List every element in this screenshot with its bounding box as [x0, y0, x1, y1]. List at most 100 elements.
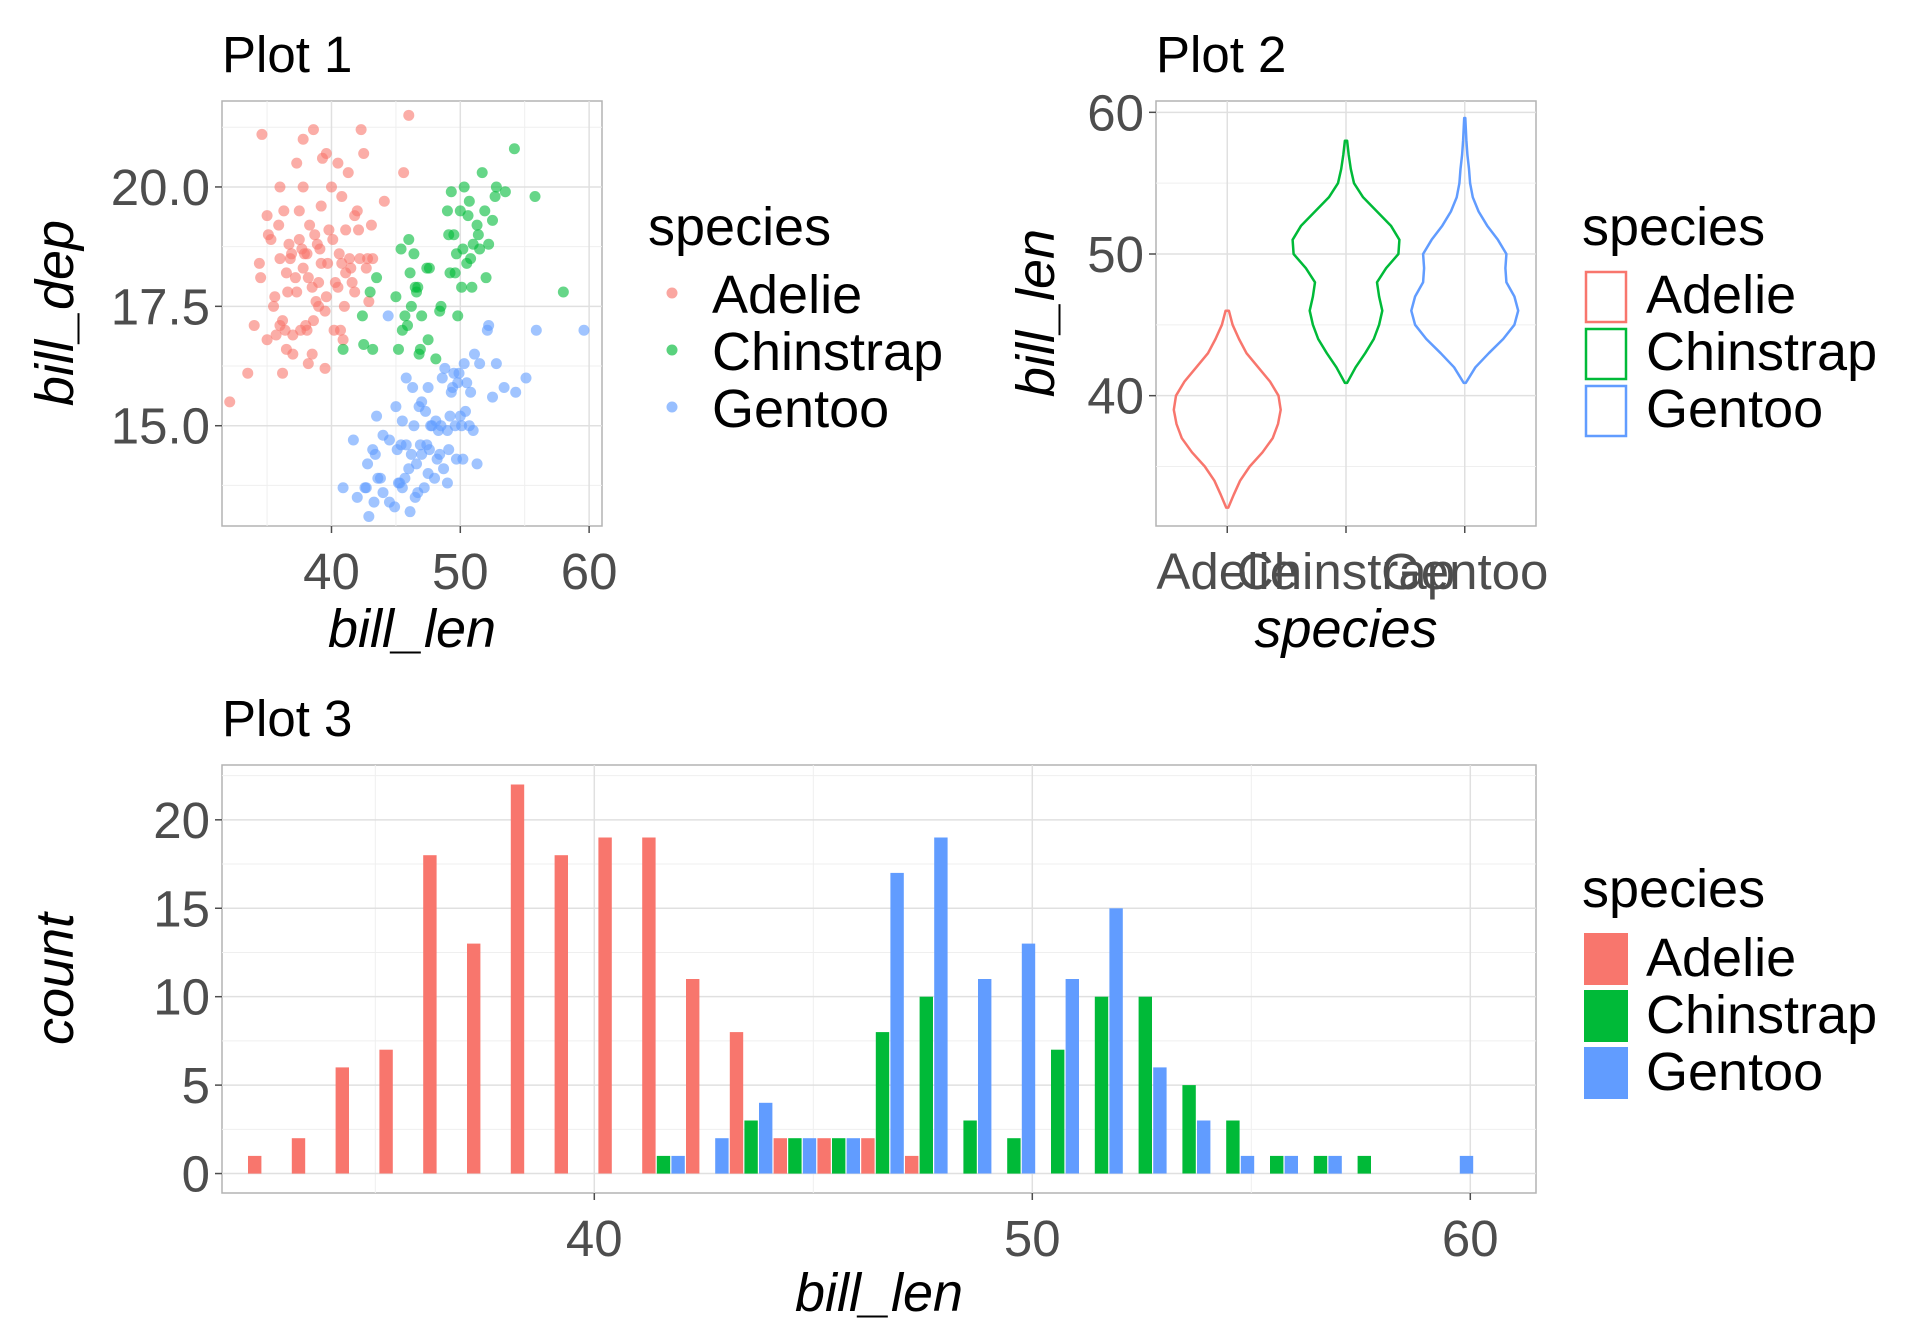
plot1-ticks: 40 50 60 15.0 17.5 20.0 — [111, 159, 618, 600]
plot1-point-adelie — [297, 133, 309, 145]
plot1-point-chinstrap — [395, 243, 407, 255]
plot1-point-chinstrap — [412, 281, 424, 293]
plot3-bar-chinstrap — [1270, 1155, 1284, 1174]
plot1-point-gentoo — [368, 496, 380, 508]
plot1-point-gentoo — [382, 310, 394, 322]
plot1-point-chinstrap — [458, 181, 470, 193]
plot1-point-chinstrap — [474, 243, 486, 255]
plot1-point-adelie — [332, 157, 344, 169]
plot2-violin-chinstrap — [1291, 139, 1401, 385]
plot1-point-adelie — [325, 181, 337, 193]
plot1-point-chinstrap — [557, 286, 569, 298]
plot3-bar-chinstrap — [1226, 1120, 1240, 1174]
plot1-point-adelie — [315, 257, 327, 269]
plot2-legend-key-adelie — [1584, 270, 1628, 324]
plot1-point-chinstrap — [457, 243, 469, 255]
plot1-point-gentoo — [487, 391, 499, 403]
plot1-point-chinstrap — [371, 272, 383, 284]
plot1-point-adelie — [365, 219, 377, 231]
plot3-bar-gentoo — [890, 872, 904, 1174]
plot3-bar-gentoo — [1109, 908, 1123, 1174]
plot1-point-chinstrap — [405, 300, 417, 312]
plot1-point-chinstrap — [364, 286, 376, 298]
plot3-bar-adelie — [335, 1067, 349, 1174]
plot1-point-adelie — [302, 272, 314, 284]
plot1-point-gentoo — [434, 448, 446, 460]
plot1-point-adelie — [261, 334, 273, 346]
plot1-point-adelie — [313, 276, 325, 288]
plot1-point-gentoo — [420, 405, 432, 417]
plot1-point-adelie — [291, 286, 303, 298]
plot3-bar-adelie — [861, 1138, 875, 1174]
plot1-point-adelie — [320, 291, 332, 303]
plot3-legend-title: species — [1582, 859, 1765, 919]
plot2-violin-gentoo — [1410, 116, 1520, 385]
plot1-legend-label-adelie: Adelie — [712, 265, 862, 325]
plot1-point-chinstrap — [465, 253, 477, 265]
plot1-point-gentoo — [362, 458, 374, 470]
plot1-point-adelie — [337, 334, 349, 346]
plot1-point-adelie — [280, 267, 292, 279]
plot1-point-adelie — [336, 191, 348, 203]
plot1-point-chinstrap — [358, 339, 370, 351]
plot3-xlabel: bill_len — [795, 1263, 963, 1323]
plot1-point-adelie — [344, 253, 356, 265]
plot3-bar-gentoo — [671, 1155, 685, 1174]
plot1-point-gentoo — [400, 372, 412, 384]
plot1-point-adelie — [338, 300, 350, 312]
plot3-bar-chinstrap — [875, 1032, 890, 1174]
plot3-legend-key-gentoo — [1584, 1047, 1628, 1099]
plot1-point-gentoo — [474, 358, 486, 370]
plot1-point-gentoo — [439, 362, 451, 374]
plot2-ytick-label: 40 — [1087, 368, 1144, 425]
plot3-legend-label-gentoo: Gentoo — [1646, 1042, 1823, 1102]
plot1-point-gentoo — [374, 472, 386, 484]
plot1-legend-title: species — [648, 197, 831, 257]
plot1-point-chinstrap — [414, 343, 426, 355]
plot1-point-gentoo — [423, 444, 435, 456]
plot3-bar-gentoo — [802, 1138, 817, 1174]
plot1-point-gentoo — [396, 415, 408, 427]
plot3-ylabel: count — [25, 911, 85, 1045]
plot1-point-gentoo — [416, 396, 428, 408]
plot1-point-chinstrap — [452, 310, 464, 322]
plot1-point-adelie — [268, 300, 280, 312]
plot1: Plot 1 40 50 60 15.0 17.5 20.0 bill_len bill_… — [25, 26, 943, 659]
plot3-bar-adelie — [554, 855, 568, 1174]
plot1-point-adelie — [255, 272, 267, 284]
plot1-point-gentoo — [465, 386, 477, 398]
plot1-point-adelie — [340, 224, 352, 236]
plot1-point-adelie — [353, 224, 365, 236]
plot1-point-chinstrap — [404, 267, 416, 279]
plot1-point-adelie — [283, 238, 295, 250]
plot1-point-chinstrap — [463, 195, 475, 207]
plot1-point-gentoo — [404, 506, 416, 518]
plot3-ticks: 40 50 60 0 5 10 15 20 — [153, 792, 1498, 1267]
plot2-legend-label-chinstrap: Chinstrap — [1646, 322, 1877, 382]
plot1-point-gentoo — [407, 382, 419, 394]
plot1-point-chinstrap — [480, 272, 492, 284]
plot1-point-adelie — [224, 396, 236, 408]
plot3-title: Plot 3 — [222, 690, 352, 747]
plot2-legend: species Adelie Chinstrap Gentoo — [1582, 197, 1877, 439]
plot1-point-adelie — [286, 248, 298, 260]
plot1-point-gentoo — [432, 424, 444, 436]
plot3-bar-gentoo — [1153, 1067, 1167, 1174]
plot3-bar-chinstrap — [656, 1155, 671, 1174]
plot2-ytick-label: 60 — [1087, 84, 1144, 141]
plot1-point-chinstrap — [434, 305, 446, 317]
plot3-bar-chinstrap — [1138, 996, 1152, 1174]
plot1-point-adelie — [309, 229, 321, 241]
plot1-point-gentoo — [444, 410, 456, 422]
plot2-ytick-label: 50 — [1087, 226, 1144, 283]
plot3-bar-chinstrap — [1094, 996, 1109, 1174]
plot3-bar-chinstrap — [832, 1138, 846, 1174]
plot1-legend: species Adelie Chinstrap Gentoo — [648, 197, 943, 439]
plot3-bar-gentoo — [1021, 943, 1036, 1174]
plot3-bar-adelie — [467, 943, 481, 1174]
plot1-point-adelie — [300, 319, 312, 331]
plot1-point-adelie — [289, 272, 301, 284]
plot1-point-adelie — [307, 124, 319, 136]
